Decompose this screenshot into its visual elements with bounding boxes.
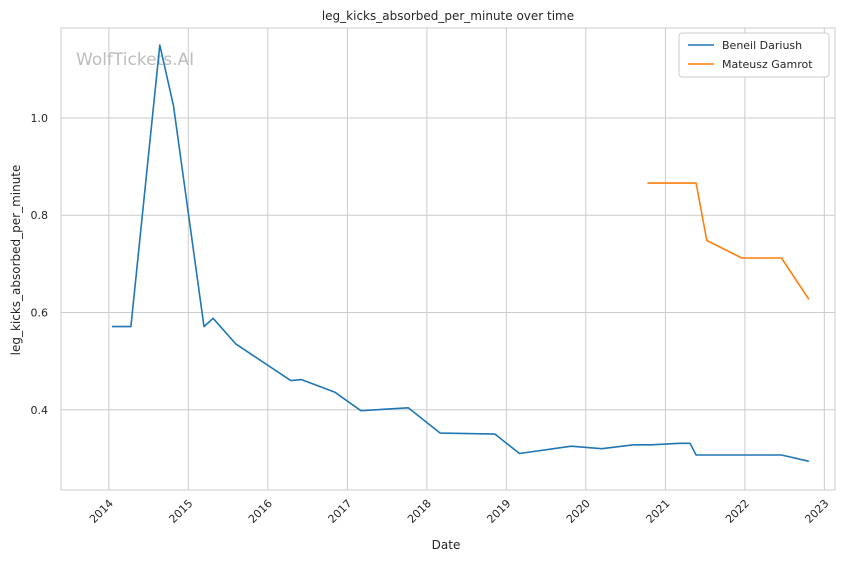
x-tick-label: 2014 — [87, 497, 116, 526]
y-axis-label: leg_kicks_absorbed_per_minute — [9, 165, 23, 356]
series-line-beneil-dariush — [111, 44, 810, 463]
x-tick-labels: 2014 2015 2016 2017 2018 2019 2020 2021 2022 2023 — [87, 497, 831, 526]
x-tick-label: 2018 — [405, 497, 434, 526]
watermark: WolfTickets.AI — [76, 50, 194, 70]
y-tick-label: 0.4 — [31, 404, 49, 417]
x-tick-label: 2020 — [564, 497, 593, 526]
x-gridlines — [108, 28, 825, 490]
x-tick-label: 2019 — [484, 497, 513, 526]
series-lines — [111, 44, 810, 463]
y-tick-label: 0.6 — [31, 306, 49, 319]
y-gridlines — [61, 117, 835, 411]
y-tick-labels: 0.4 0.6 0.8 1.0 — [31, 112, 49, 417]
legend-label-mateusz-gamrot: Mateusz Gamrot — [722, 58, 813, 71]
series-line-mateusz-gamrot — [647, 182, 810, 300]
x-tick-label: 2023 — [802, 497, 831, 526]
legend: Beneil Dariush Mateusz Gamrot — [678, 32, 830, 78]
x-tick-label: 2017 — [326, 497, 355, 526]
x-axis-label: Date — [432, 538, 461, 552]
x-tick-label: 2022 — [723, 497, 752, 526]
legend-label-beneil-dariush: Beneil Dariush — [722, 39, 802, 52]
y-tick-label: 0.8 — [31, 209, 49, 222]
legend-box — [678, 32, 830, 78]
chart-title: leg_kicks_absorbed_per_minute over time — [322, 9, 574, 23]
x-tick-label: 2015 — [166, 497, 195, 526]
y-tick-label: 1.0 — [31, 112, 49, 125]
x-tick-label: 2021 — [644, 497, 673, 526]
plot-area — [60, 27, 836, 491]
x-tick-label: 2016 — [246, 497, 275, 526]
